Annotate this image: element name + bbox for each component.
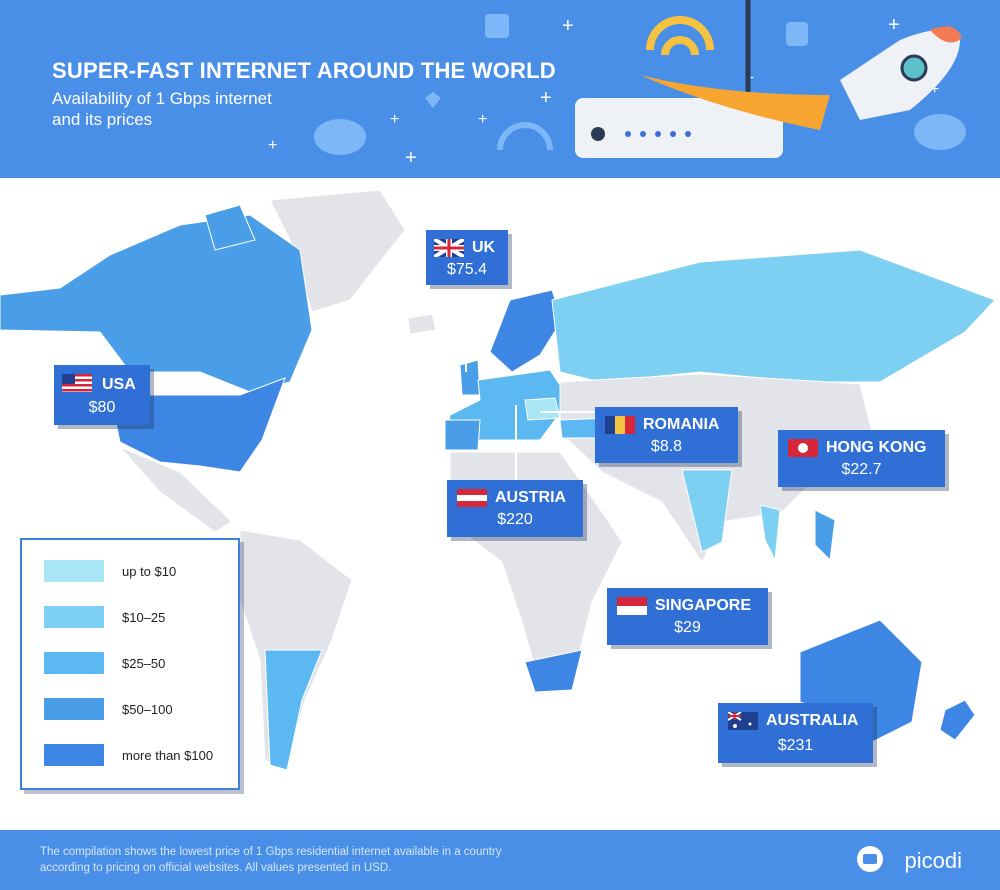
flag <box>62 374 92 392</box>
flag <box>617 597 647 615</box>
flag <box>434 239 464 257</box>
svg-text:+: + <box>540 87 552 109</box>
country: HONG KONG <box>826 439 927 456</box>
price: $29 <box>674 619 701 636</box>
legend-label: $10–25 <box>122 610 166 625</box>
svg-text:+: + <box>888 14 900 36</box>
footnote: The compilation shows the lowest price o… <box>40 846 502 858</box>
legend-swatch <box>44 652 104 674</box>
country: USA <box>102 376 136 393</box>
flag <box>728 712 758 730</box>
price: $220 <box>497 511 533 528</box>
legend-swatch <box>44 698 104 720</box>
callout: SINGAPORE $29 <box>607 588 768 645</box>
callout: ROMANIA $8.8 <box>595 407 738 463</box>
subtitle: Availability of 1 Gbps internet <box>52 89 272 108</box>
footnote: according to pricing on official website… <box>40 862 392 874</box>
country: UK <box>472 239 496 256</box>
country: ROMANIA <box>643 416 720 433</box>
legend-swatch <box>44 606 104 628</box>
legend-swatch <box>44 560 104 582</box>
flag <box>605 416 635 434</box>
svg-text:+: + <box>390 111 399 128</box>
svg-text:+: + <box>478 111 487 128</box>
price: $80 <box>88 399 116 416</box>
header-art: ++ ++ ++ ++ + <box>268 0 966 169</box>
country: AUSTRIA <box>495 489 567 506</box>
brand: picodi <box>904 848 962 873</box>
price: $75.4 <box>446 261 488 278</box>
legend-label: $50–100 <box>122 702 173 717</box>
legend-label: up to $10 <box>122 564 177 579</box>
callout: USA $80 <box>54 365 150 425</box>
legend-label: more than $100 <box>122 748 214 763</box>
legend-label: $25–50 <box>122 656 166 671</box>
country: SINGAPORE <box>655 597 752 614</box>
footer: The compilation shows the lowest price o… <box>0 830 1000 890</box>
country: AUSTRALIA <box>766 712 859 729</box>
flag <box>457 489 487 507</box>
svg-text:+: + <box>562 15 574 37</box>
price: $231 <box>777 737 814 754</box>
svg-text:+: + <box>268 137 277 154</box>
price: $22.7 <box>841 461 882 478</box>
callout: HONG KONG $22.7 <box>778 430 945 487</box>
header: ++ ++ ++ ++ + SUPER-FAST INTERNET AROUND <box>0 0 1000 178</box>
subtitle: and its prices <box>52 110 153 129</box>
legend: up to $10 $10–25 $25–50 $50–100 more than $1… <box>20 538 240 790</box>
price: $8.8 <box>650 438 683 455</box>
callout: AUSTRIA $220 <box>447 480 583 537</box>
svg-text:+: + <box>930 81 939 98</box>
callout: AUSTRALIA $231 <box>718 703 873 763</box>
title: SUPER-FAST INTERNET AROUND THE WORLD <box>52 58 556 83</box>
flag <box>788 439 818 457</box>
brand-logo <box>857 846 883 872</box>
callout: UK $75.4 <box>426 230 508 285</box>
legend-swatch <box>44 744 104 766</box>
svg-text:+: + <box>405 147 417 169</box>
